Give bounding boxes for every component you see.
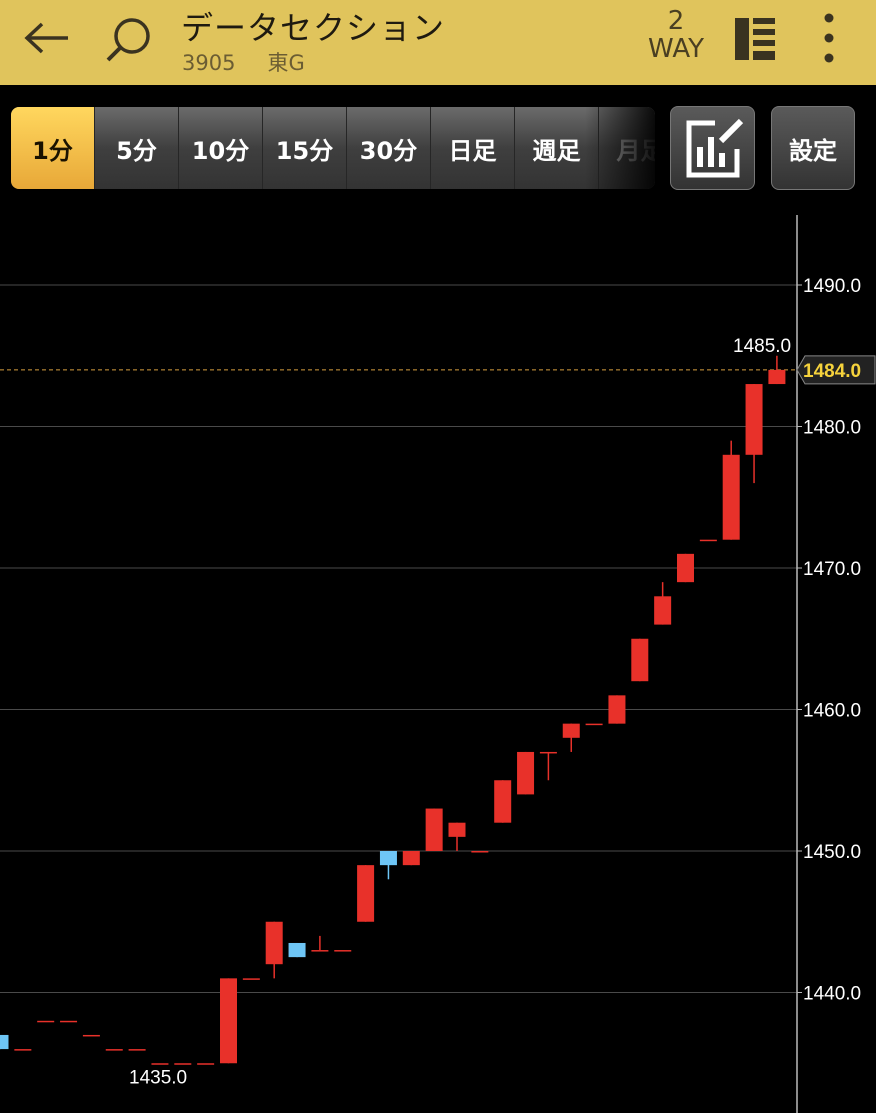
candle-body [82,1034,100,1037]
more-vertical-icon [824,13,834,63]
candle-body [14,1049,32,1051]
candle-body [220,978,237,1064]
candle-body [745,384,763,455]
candle-body [265,921,283,965]
candle-body [471,851,489,853]
candle-body [539,751,557,754]
tab-30min[interactable]: 30分 [347,107,431,189]
interval-tabs: 1分 5分 10分 15分 30分 日足 週足 月足 [11,107,655,189]
high-price-label: 1485.0 [733,336,791,357]
candle-body [379,851,397,866]
current-price-label: 1484.0 [803,361,861,382]
more-button[interactable] [812,12,846,68]
candle-body [288,942,306,958]
candle-body [60,1020,78,1023]
settings-button[interactable]: 設定 [771,106,855,190]
candle-body [425,808,443,851]
candle-body [37,1020,55,1023]
candlestick-chart[interactable]: 1490.0 1480.0 1470.0 1460.0 1450.0 1440.0 1484… [0,190,876,1113]
back-arrow-icon [24,22,68,54]
low-price-label: 1435.0 [129,1067,187,1088]
candle-body [448,822,466,837]
candle-body [722,454,740,540]
tab-daily[interactable]: 日足 [431,107,515,189]
app-header: データセクション 3905 東G 2 WAY [0,0,876,85]
list-icon [735,18,775,60]
chart-drawing-icon [686,118,744,178]
y-tick-label: 1490.0 [803,276,861,297]
way-number: 2 [667,6,685,36]
tab-monthly[interactable]: 月足 [599,107,656,189]
candle-body [151,1063,169,1065]
tab-10min[interactable]: 10分 [179,107,263,189]
chart-svg: 1490.0 1480.0 1470.0 1460.0 1450.0 1440.0 1484… [0,215,876,1113]
tab-5min[interactable]: 5分 [95,107,179,189]
candle-body [699,539,717,542]
current-price-badge [796,355,876,385]
y-tick-label: 1450.0 [803,842,861,863]
candle-body [585,723,603,726]
candle-body [562,723,580,738]
candle-body [334,950,352,952]
stock-code: 3905 [182,51,236,75]
candle-body [654,596,672,625]
candle-body [242,978,260,980]
candle-body [128,1049,146,1051]
y-tick-label: 1470.0 [803,559,861,580]
y-tick-label: 1480.0 [803,418,861,439]
candle-body [105,1049,123,1051]
back-button[interactable] [22,18,74,58]
candle-body [311,950,329,952]
way-label: WAY [648,34,704,64]
candle-body [357,865,375,922]
candle-body [631,638,649,682]
two-way-button[interactable]: 2 WAY [640,8,712,72]
market-name: 東G [267,51,305,75]
chart-tool-button[interactable] [670,106,755,190]
stock-name: データセクション [181,9,446,47]
y-tick-label: 1460.0 [803,701,861,722]
search-icon [106,18,150,62]
candle-body [677,553,694,583]
search-button[interactable] [100,12,156,68]
candle-body [768,369,786,385]
stock-subtitle: 3905 東G [182,47,305,77]
candle-body [402,851,420,866]
candle-body [197,1063,215,1065]
tab-weekly[interactable]: 週足 [515,107,599,189]
candle-body [174,1063,192,1065]
tab-1min[interactable]: 1分 [11,107,95,189]
candle-body [608,695,626,724]
y-tick-label: 1440.0 [803,984,861,1005]
tab-15min[interactable]: 15分 [263,107,347,189]
candle-body [0,1034,9,1050]
candle-body [494,780,512,823]
candle-body [517,751,535,795]
list-button[interactable] [733,16,779,62]
